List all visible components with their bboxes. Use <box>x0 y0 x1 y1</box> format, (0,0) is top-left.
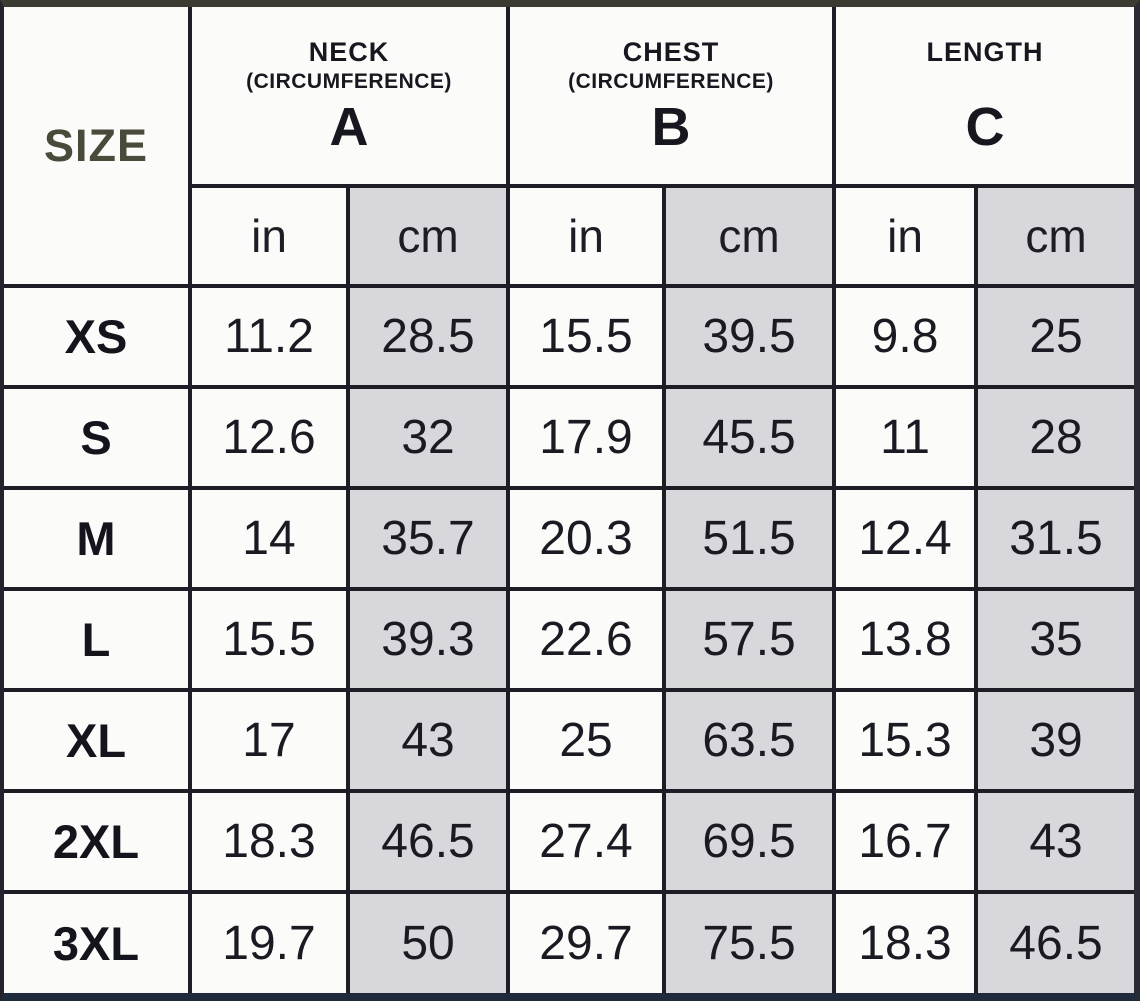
unit-header-length-in: in <box>832 184 979 289</box>
cell-neck-cm: 32 <box>345 385 511 490</box>
cell-neck-cm: 28.5 <box>345 284 511 390</box>
cell-length-cm: 28 <box>974 385 1134 490</box>
size-label: 3XL <box>4 889 192 993</box>
size-row-m: M 14 35.7 20.3 51.5 12.4 31.5 <box>4 486 1134 591</box>
cell-neck-in: 11.2 <box>188 284 350 390</box>
chest-title: CHEST <box>622 36 720 67</box>
cell-chest-in: 29.7 <box>506 889 667 993</box>
measure-header-neck: NECK (CIRCUMFERENCE) A <box>187 7 511 189</box>
size-row-3xl: 3XL 19.7 50 29.7 75.5 18.3 46.5 <box>4 889 1134 993</box>
size-row-xl: XL 17 43 25 63.5 15.3 39 <box>4 687 1134 793</box>
unit-header-chest-cm: cm <box>662 184 837 289</box>
cell-length-cm: 25 <box>974 284 1134 390</box>
size-row-2xl: 2XL 18.3 46.5 27.4 69.5 16.7 43 <box>4 788 1134 894</box>
neck-subtitle: (CIRCUMFERENCE) <box>246 69 452 93</box>
cell-neck-in: 17 <box>188 687 350 793</box>
size-row-s: S 12.6 32 17.9 45.5 11 28 <box>4 385 1134 490</box>
unit-header-neck-cm: cm <box>345 184 511 289</box>
neck-header-stack: NECK (CIRCUMFERENCE) A <box>192 36 506 156</box>
unit-header-row: in cm in cm in cm <box>4 184 1134 289</box>
cell-neck-cm: 50 <box>345 889 511 993</box>
cell-length-in: 13.8 <box>832 586 979 692</box>
unit-header-neck-in: in <box>190 184 350 289</box>
size-label: 2XL <box>4 788 192 894</box>
cell-neck-cm: 39.3 <box>345 586 511 692</box>
cell-length-in: 18.3 <box>832 889 979 993</box>
cell-chest-in: 15.5 <box>506 284 667 390</box>
cell-chest-cm: 51.5 <box>662 486 837 591</box>
cell-neck-in: 15.5 <box>188 586 350 692</box>
cell-chest-in: 27.4 <box>506 788 667 894</box>
unit-header-chest-in: in <box>506 184 667 289</box>
size-label: M <box>4 486 192 591</box>
cell-length-in: 12.4 <box>832 486 979 591</box>
cell-neck-in: 12.6 <box>188 385 350 490</box>
chest-subtitle: (CIRCUMFERENCE) <box>568 69 774 93</box>
cell-neck-in: 14 <box>188 486 350 591</box>
length-header-stack: LENGTH C <box>836 36 1134 156</box>
size-label: L <box>4 586 192 692</box>
length-title: LENGTH <box>926 36 1044 67</box>
chest-letter: B <box>651 96 691 157</box>
cell-length-cm: 31.5 <box>974 486 1134 591</box>
cell-length-cm: 43 <box>974 788 1134 894</box>
cell-length-in: 9.8 <box>832 284 979 390</box>
cell-chest-in: 25 <box>506 687 667 793</box>
cell-neck-cm: 46.5 <box>345 788 511 894</box>
measure-header-length: LENGTH C <box>832 7 1134 189</box>
chest-header-stack: CHEST (CIRCUMFERENCE) B <box>510 36 832 156</box>
neck-title: NECK <box>308 36 390 67</box>
cell-length-in: 11 <box>832 385 979 490</box>
size-label: XL <box>4 687 192 793</box>
cell-neck-cm: 43 <box>345 687 511 793</box>
cell-chest-cm: 57.5 <box>662 586 837 692</box>
cell-chest-in: 20.3 <box>506 486 667 591</box>
cell-chest-in: 22.6 <box>506 586 667 692</box>
cell-length-cm: 35 <box>974 586 1134 692</box>
cell-length-cm: 39 <box>974 687 1134 793</box>
cell-neck-cm: 35.7 <box>345 486 511 591</box>
cell-neck-in: 18.3 <box>188 788 350 894</box>
cell-chest-cm: 39.5 <box>662 284 837 390</box>
size-row-xs: XS 11.2 28.5 15.5 39.5 9.8 25 <box>4 284 1134 390</box>
cell-chest-in: 17.9 <box>506 385 667 490</box>
cell-length-in: 15.3 <box>832 687 979 793</box>
cell-chest-cm: 45.5 <box>662 385 837 490</box>
neck-letter: A <box>329 96 369 157</box>
measure-header-chest: CHEST (CIRCUMFERENCE) B <box>506 7 837 189</box>
measure-header-row: SIZE NECK (CIRCUMFERENCE) A CHEST (CIRCU… <box>4 7 1134 289</box>
size-row-l: L 15.5 39.3 22.6 57.5 13.8 35 <box>4 586 1134 692</box>
length-letter: C <box>965 96 1005 157</box>
unit-header-length-cm: cm <box>974 184 1134 289</box>
cell-length-cm: 46.5 <box>974 889 1134 993</box>
size-column-header: SIZE <box>4 7 192 289</box>
cell-chest-cm: 63.5 <box>662 687 837 793</box>
cell-chest-cm: 75.5 <box>662 889 837 993</box>
size-label: S <box>4 385 192 490</box>
size-chart-table: SIZE NECK (CIRCUMFERENCE) A CHEST (CIRCU… <box>4 7 1134 993</box>
cell-length-in: 16.7 <box>832 788 979 894</box>
cell-chest-cm: 69.5 <box>662 788 837 894</box>
size-label: XS <box>4 284 192 390</box>
cell-neck-in: 19.7 <box>188 889 350 993</box>
